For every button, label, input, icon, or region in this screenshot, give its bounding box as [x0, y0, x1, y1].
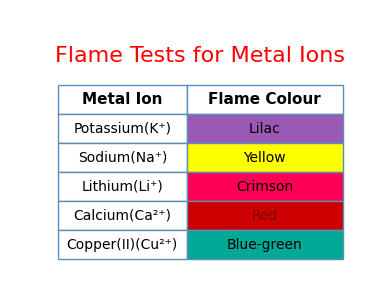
- Text: Calcium(Ca²⁺): Calcium(Ca²⁺): [74, 209, 171, 223]
- Bar: [187, 172, 343, 201]
- Bar: [187, 143, 343, 172]
- Text: Red: Red: [251, 209, 278, 223]
- Bar: [58, 143, 187, 172]
- Text: Flame Colour: Flame Colour: [208, 92, 321, 107]
- Text: Yellow: Yellow: [244, 151, 286, 165]
- Text: Sodium(Na⁺): Sodium(Na⁺): [78, 151, 167, 165]
- Bar: [187, 114, 343, 143]
- Bar: [58, 230, 187, 259]
- Text: Blue-green: Blue-green: [227, 238, 303, 252]
- Bar: [187, 230, 343, 259]
- Text: Copper(II)(Cu²⁺): Copper(II)(Cu²⁺): [67, 238, 178, 252]
- Text: Metal Ion: Metal Ion: [82, 92, 163, 107]
- Text: Lithium(Li⁺): Lithium(Li⁺): [81, 180, 163, 194]
- Text: Flame Tests for Metal Ions: Flame Tests for Metal Ions: [56, 46, 345, 66]
- Bar: [58, 114, 187, 143]
- Bar: [58, 201, 187, 230]
- Text: Crimson: Crimson: [236, 180, 293, 194]
- Bar: [187, 201, 343, 230]
- Bar: [187, 85, 343, 114]
- Text: Lilac: Lilac: [249, 122, 281, 136]
- Bar: [58, 172, 187, 201]
- Text: Potassium(K⁺): Potassium(K⁺): [74, 122, 171, 136]
- Bar: [58, 85, 187, 114]
